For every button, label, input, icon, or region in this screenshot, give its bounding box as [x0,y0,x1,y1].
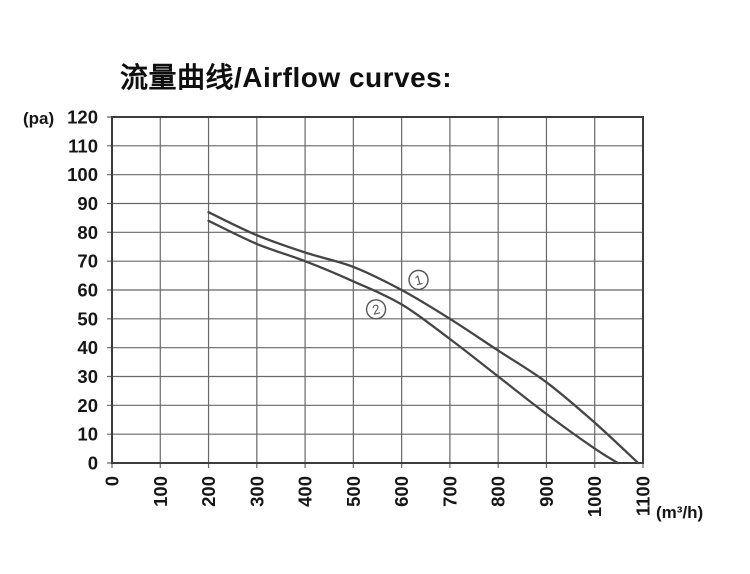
x-axis-unit-label: (m³/h) [656,503,704,522]
curve-label-circle [408,269,429,291]
x-tick-label: 600 [391,476,412,507]
airflow-curve-1 [207,211,640,465]
x-tick-label: 300 [246,476,267,507]
y-tick-label: 10 [77,424,98,445]
y-tick-label: 70 [77,251,98,272]
x-tick-label: 100 [150,476,171,507]
y-tick-label: 50 [77,308,98,329]
y-tick-label: 110 [68,135,98,156]
y-tick-label: 0 [88,453,98,474]
y-tick-label: 100 [67,164,98,185]
y-tick-label: 40 [77,337,98,358]
curve-label-number: 2 [371,301,382,317]
x-tick-label: 800 [488,476,509,507]
y-tick-label: 120 [67,107,98,128]
y-tick-label: 60 [77,280,98,301]
curve-label-1: 1 [408,269,429,291]
x-tick-label: 400 [295,476,316,507]
y-tick-label: 30 [77,366,98,387]
y-axis-unit-label: (pa) [23,109,55,128]
x-tick-label: 900 [536,476,557,507]
x-tick-label: 500 [343,476,364,507]
y-tick-label: 90 [77,193,98,214]
airflow-curve-2 [207,219,620,465]
y-tick-label: 80 [77,222,98,243]
chart-title: 流量曲线/Airflow curves: [120,62,453,93]
x-tick-label: 1000 [584,476,605,517]
curve-label-2: 2 [365,299,387,320]
x-tick-label: 1100 [633,476,654,516]
x-tick-label: 0 [102,476,123,486]
curve-label-number: 1 [413,272,424,288]
x-tick-label: 200 [198,476,219,507]
x-tick-label: 700 [439,476,460,507]
curve-label-circle [365,299,387,320]
plot-border [111,116,644,464]
y-tick-label: 20 [77,395,98,416]
